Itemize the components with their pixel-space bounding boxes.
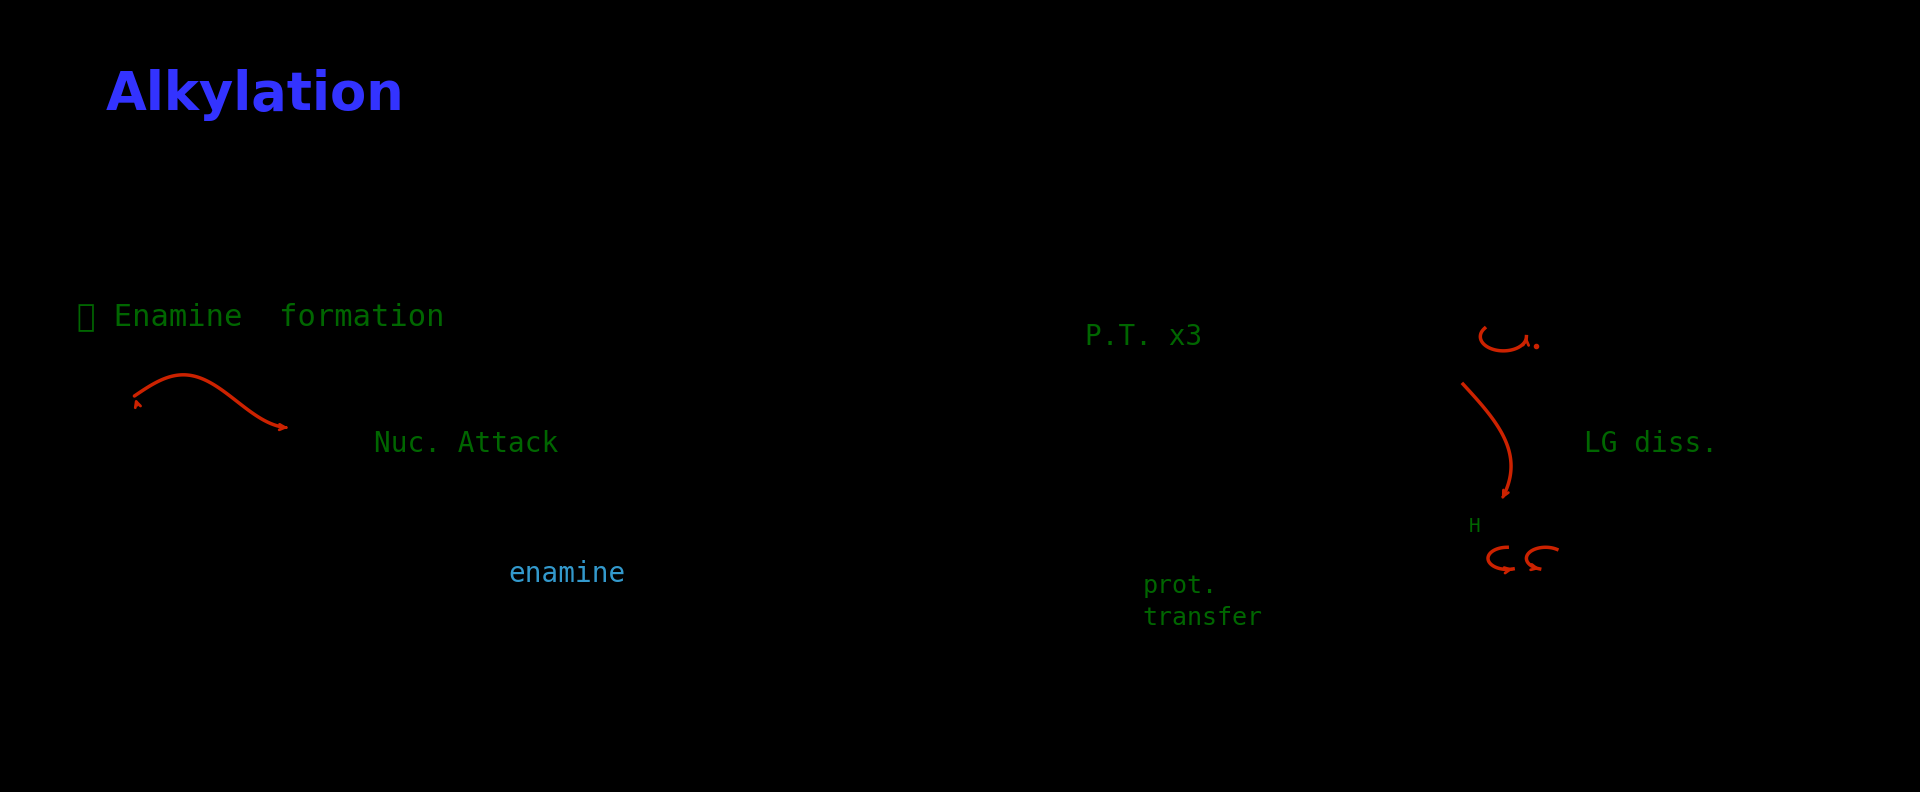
Text: Nuc. Attack: Nuc. Attack	[374, 429, 559, 458]
Text: P.T. x3: P.T. x3	[1085, 322, 1202, 351]
Text: Alkylation: Alkylation	[106, 69, 405, 121]
Text: LG diss.: LG diss.	[1584, 429, 1718, 458]
Text: enamine: enamine	[509, 560, 626, 588]
Text: ① Enamine  formation: ① Enamine formation	[77, 303, 444, 331]
Text: prot.
transfer: prot. transfer	[1142, 574, 1263, 630]
Text: H: H	[1469, 517, 1480, 536]
